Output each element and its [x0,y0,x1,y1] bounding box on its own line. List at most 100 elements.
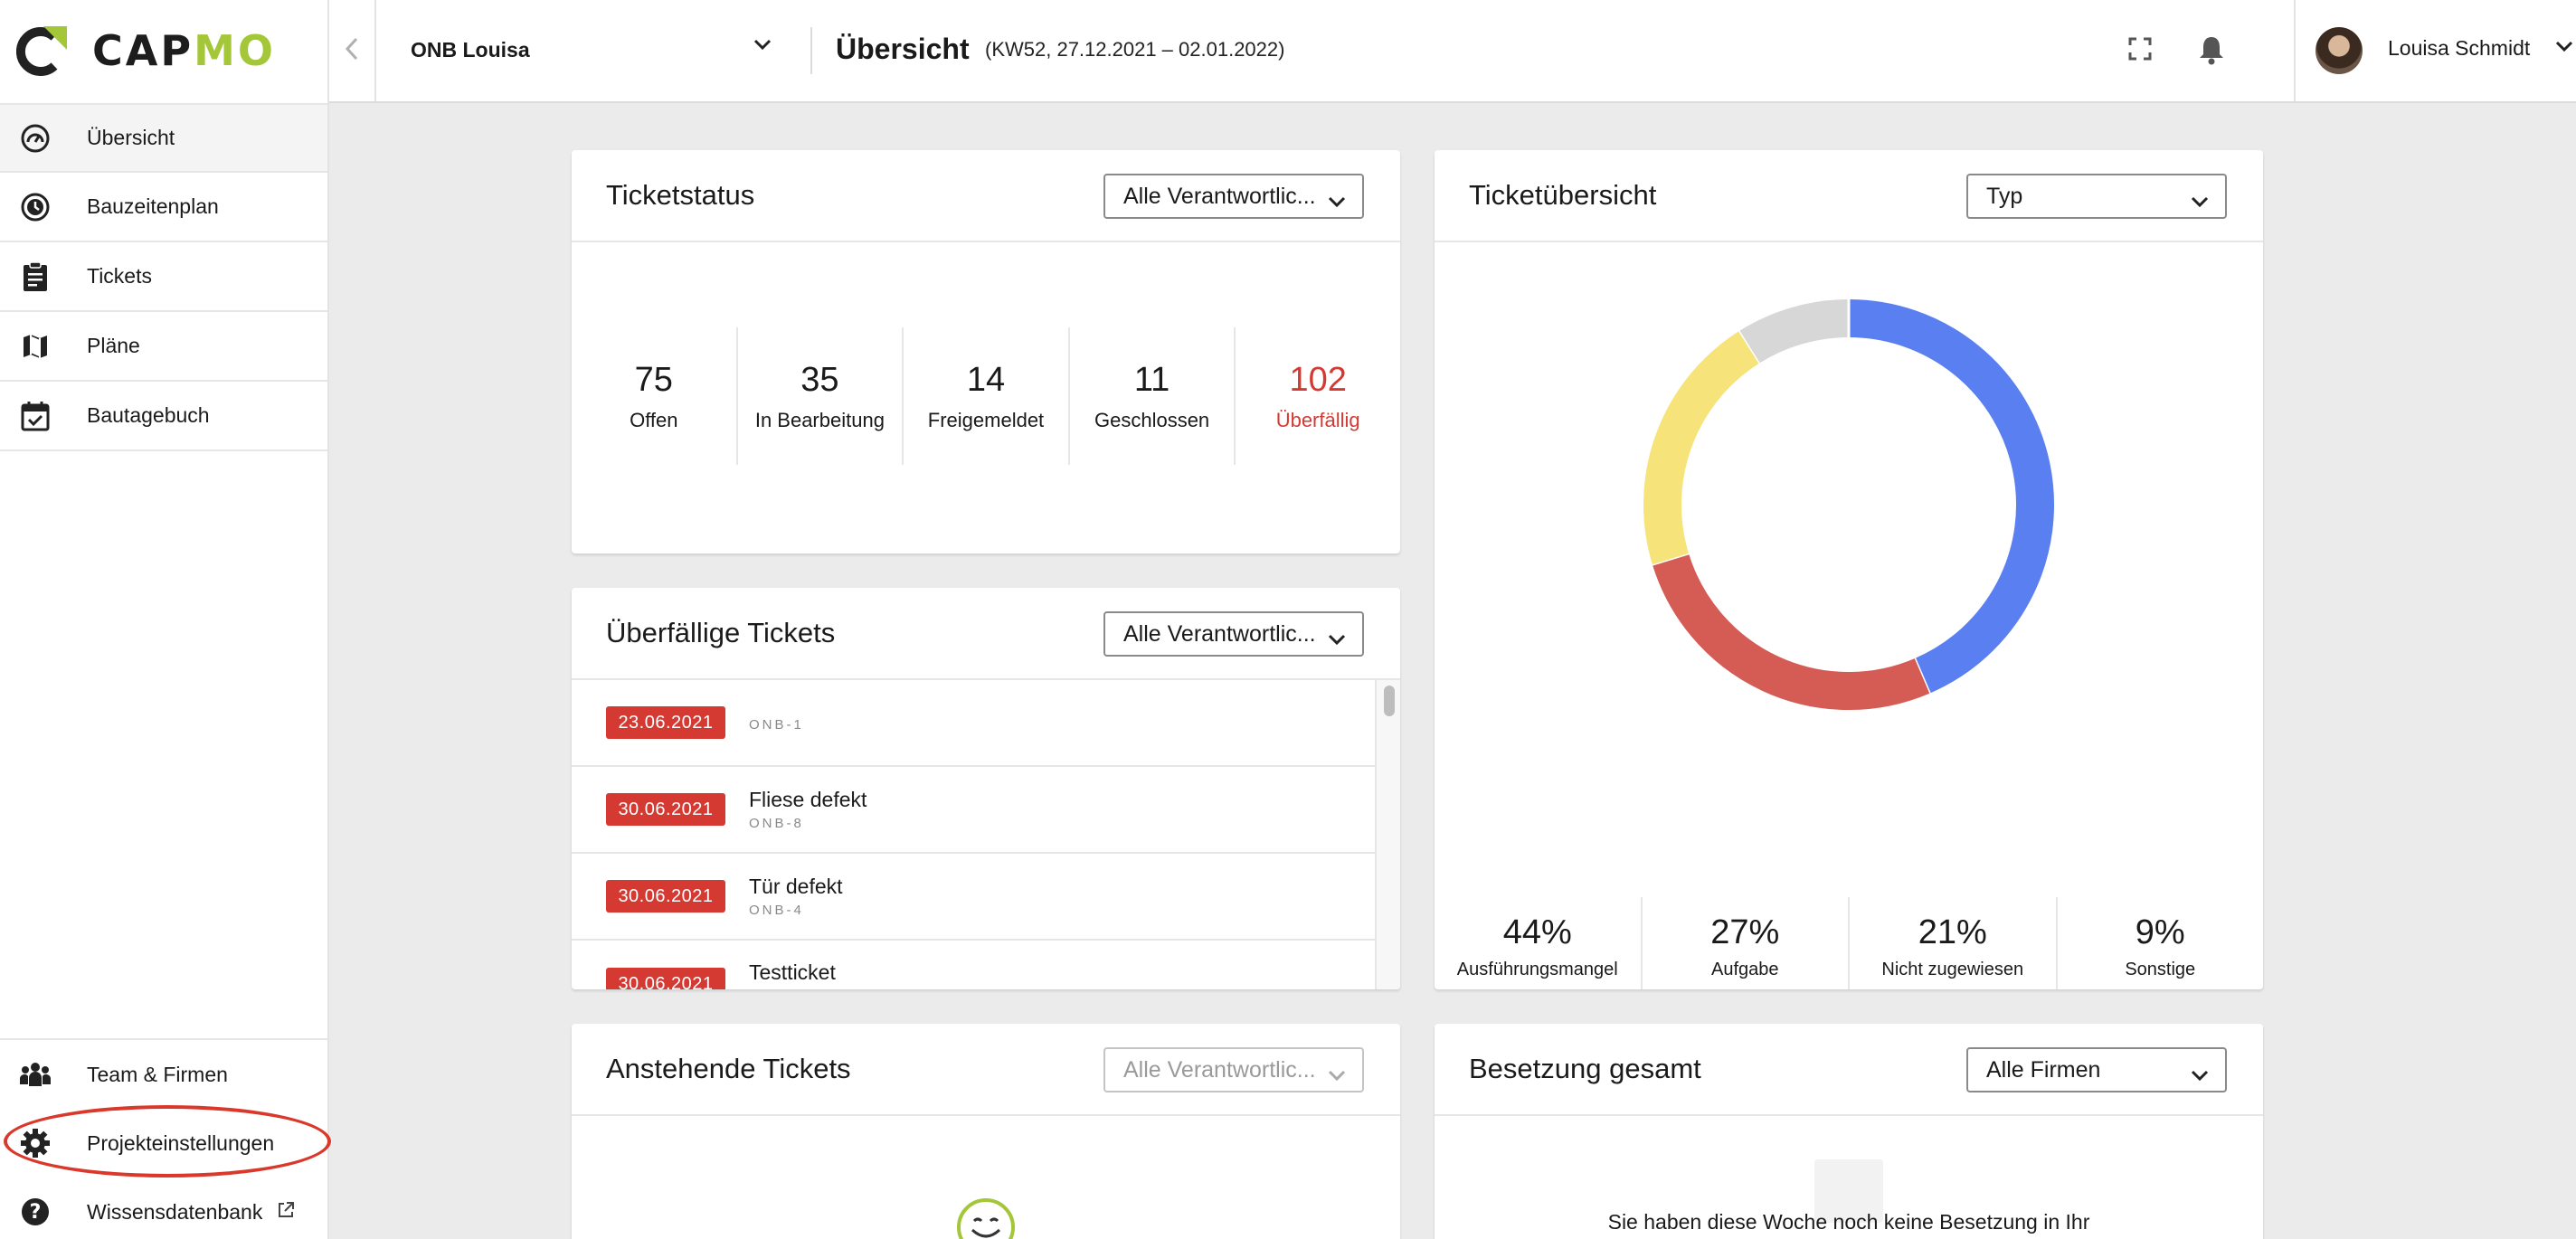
legend-label: Ausführungsmangel [1456,960,1618,979]
stat-offen[interactable]: 75 Offen [572,327,738,465]
calendar-check-icon [18,399,52,433]
svg-text:?: ? [30,1201,42,1224]
stat-label: In Bearbeitung [754,408,885,431]
list-item[interactable]: 30.06.2021 Tür defekt ONB-4 [572,854,1375,941]
clock-icon [18,190,52,224]
card-header: Besetzung gesamt Alle Firmen [1435,1024,2263,1116]
company-filter-select[interactable]: Alle Firmen [1966,1047,2227,1092]
legend-item[interactable]: 9% Sonstige [2058,897,2264,989]
week-range: (KW52, 27.12.2021 – 02.01.2022) [985,38,1285,61]
card-header: Anstehende Tickets Alle Verantwortlic... [572,1024,1400,1116]
donut-slice-aufgabe[interactable] [1652,553,1930,710]
legend-item[interactable]: 27% Aufgabe [1643,897,1850,989]
staffing-card: Besetzung gesamt Alle Firmen Sie haben d… [1435,1024,2263,1239]
select-value: Alle Firmen [1986,1056,2101,1083]
legend-item[interactable]: 44% Ausführungsmangel [1435,897,1643,989]
select-value: Alle Verantwortlic... [1123,620,1316,647]
capmo-logo[interactable]: CAPMO [15,24,276,78]
sidebar-item-tickets[interactable]: Tickets [0,242,327,312]
legend-percent: 9% [2135,913,2185,951]
speedometer-icon [18,121,52,156]
sidebar-item-bauzeitenplan[interactable]: Bauzeitenplan [0,173,327,242]
avatar[interactable] [2316,27,2363,74]
ticket-type-donut-chart [1643,298,2054,710]
chevron-down-icon [1328,626,1346,652]
card-title: Ticketübersicht [1469,179,1657,211]
card-title: Anstehende Tickets [606,1053,851,1084]
legend-item[interactable]: 21% Nicht zugewiesen [1850,897,2058,989]
legend-label: Aufgabe [1710,960,1779,979]
chevron-down-icon [1328,188,1346,214]
responsible-filter-select[interactable]: Alle Verantwortlic... [1103,1047,1364,1092]
upcoming-tickets-card: Anstehende Tickets Alle Verantwortlic... [572,1024,1400,1239]
team-icon [18,1057,52,1092]
list-item[interactable]: 30.06.2021 Fliese defekt ONB-8 [572,767,1375,854]
stat-ueberfaellig[interactable]: 102 Überfällig [1236,327,1400,465]
chevron-down-icon[interactable] [2554,40,2574,57]
chevron-down-icon [753,38,772,55]
sidebar-item-label: Übersicht [87,126,175,149]
sidebar-item-bautagebuch[interactable]: Bautagebuch [0,382,327,451]
chevron-down-icon [1328,1062,1346,1088]
map-icon [18,329,52,364]
legend-label: Nicht zugewiesen [1881,960,2024,979]
sidebar-item-label: Wissensdatenbank [87,1199,263,1224]
list-scrollbar[interactable] [1375,680,1400,989]
sidebar-item-label: Team & Firmen [87,1062,228,1086]
sidebar-item-label: Bautagebuch [87,403,210,427]
responsible-filter-select[interactable]: Alle Verantwortlic... [1103,174,1364,219]
bottom-nav: Team & Firmen Projekteinstellungen ? Wis… [0,1038,327,1239]
stat-geschlossen[interactable]: 11 Geschlossen [1070,327,1236,465]
stat-label: Freigemeldet [927,408,1045,431]
donut-slice-sonstige[interactable] [1739,299,1850,364]
sidebar-item-wissensdatenbank[interactable]: ? Wissensdatenbank [0,1178,327,1239]
project-select[interactable]: ONB Louisa [411,31,772,69]
legend-percent: 44% [1502,913,1572,951]
sidebar-item-uebersicht[interactable]: Übersicht [0,103,327,173]
sidebar-item-projekteinstellungen[interactable]: Projekteinstellungen [0,1109,327,1178]
ticket-title: Fliese defekt [749,788,867,811]
select-value: Alle Verantwortlic... [1123,183,1316,209]
stat-freigemeldet[interactable]: 14 Freigemeldet [904,327,1070,465]
scrollbar-thumb[interactable] [1384,686,1395,716]
chevron-down-icon [2191,1062,2209,1088]
list-item[interactable]: 23.06.2021 ONB-1 [572,680,1375,767]
overdue-tickets-card: Überfällige Tickets Alle Verantwortlic..… [572,588,1400,989]
slice-separator [1913,657,1932,695]
logo-text: CAPMO [92,26,276,75]
sidebar-item-label: Tickets [87,264,152,288]
ticketstatus-card: Ticketstatus Alle Verantwortlic... 75 Off… [572,150,1400,553]
collapse-sidebar-button[interactable] [329,0,376,101]
bell-icon[interactable] [2198,34,2225,70]
stat-label: Geschlossen [1094,408,1210,431]
donut-slice-ausführungsmangel[interactable] [1848,299,2054,694]
legend-percent: 27% [1710,913,1780,951]
sidebar-item-team-firmen[interactable]: Team & Firmen [0,1040,327,1109]
fullscreen-icon[interactable] [2127,36,2153,66]
ticket-overview-card: Ticketübersicht Typ 44% Ausführungsmangel… [1435,150,2263,989]
stat-label: Überfällig [1275,408,1360,431]
stat-in-bearbeitung[interactable]: 35 In Bearbeitung [738,327,904,465]
user-name[interactable]: Louisa Schmidt [2388,36,2531,60]
ticket-title: Testticket [749,960,836,984]
due-date-badge: 23.06.2021 [606,706,725,739]
list-item[interactable]: 30.06.2021 Testticket [572,941,1375,989]
main-nav: Übersicht Bauzeitenplan Tickets Pläne Ba… [0,103,327,451]
ticket-stats: 75 Offen 35 In Bearbeitung 14 Freigemeldet … [572,327,1400,465]
responsible-filter-select[interactable]: Alle Verantwortlic... [1103,611,1364,657]
legend-label: Sonstige [2125,960,2196,979]
divider [810,27,812,74]
card-header: Überfällige Tickets Alle Verantwortlic..… [572,588,1400,680]
help-icon: ? [18,1195,52,1229]
due-date-badge: 30.06.2021 [606,880,725,913]
sidebar-item-plaene[interactable]: Pläne [0,312,327,382]
ticket-title: Tür defekt [749,875,843,898]
donut-slice-nicht-zugewiesen[interactable] [1643,330,1761,565]
sidebar-item-label: Projekteinstellungen [87,1130,275,1155]
external-link-icon [277,1201,295,1224]
card-title: Ticketstatus [606,179,755,211]
ticket-code: ONB-1 [749,716,804,733]
sidebar: CAPMO Übersicht Bauzeitenplan Tickets [0,0,331,1239]
type-filter-select[interactable]: Typ [1966,174,2227,219]
smiley-icon [956,1197,1016,1239]
